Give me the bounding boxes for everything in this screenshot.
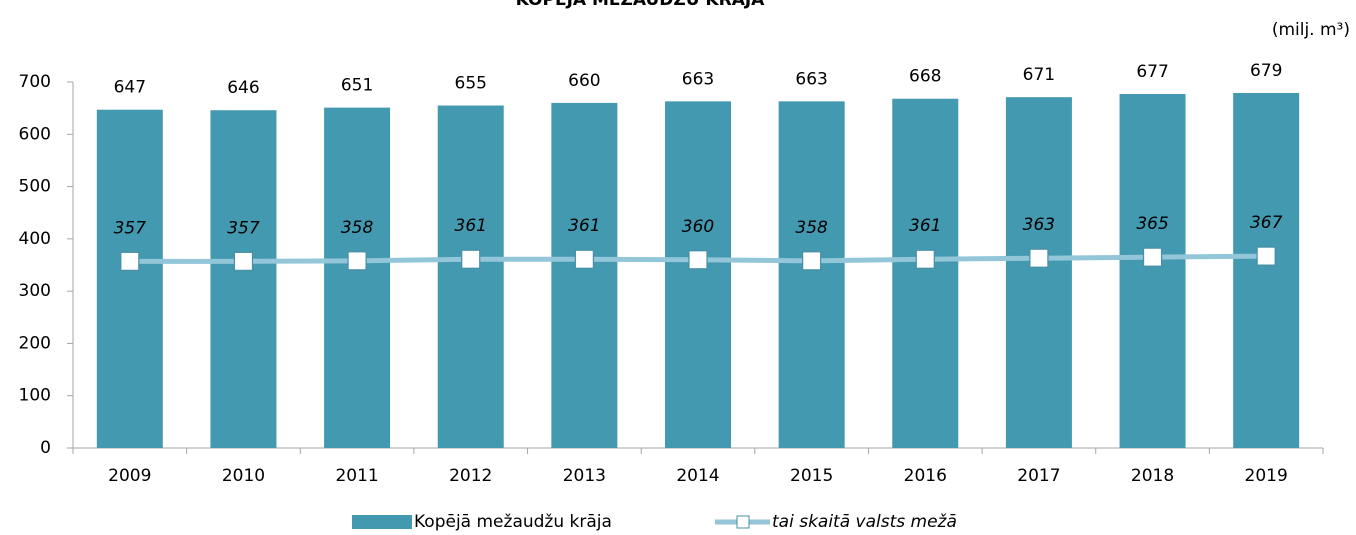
bar — [324, 107, 391, 449]
bar-value-label: 663 — [682, 69, 714, 89]
legend-marker — [736, 515, 750, 529]
x-tick-label: 2010 — [222, 466, 265, 486]
bar — [1005, 97, 1072, 449]
x-tick-label: 2017 — [1017, 466, 1060, 486]
x-tick-label: 2014 — [676, 466, 719, 486]
line-marker — [1029, 248, 1049, 268]
line-marker — [233, 251, 254, 271]
x-tick-label: 2018 — [1131, 466, 1174, 486]
legend-label: Kopējā mežaudžu krāja — [414, 512, 612, 532]
line-value-label: 361 — [455, 216, 487, 236]
line-value-label: 358 — [341, 218, 374, 238]
y-tick-label: 500 — [19, 177, 51, 197]
x-tick-label: 2016 — [904, 466, 947, 486]
line-value-label: 361 — [909, 216, 941, 236]
line-marker — [461, 249, 481, 269]
bar-value-label: 646 — [227, 78, 259, 98]
bar-value-label: 651 — [341, 76, 373, 96]
bar-value-label: 663 — [795, 69, 827, 89]
line-value-label: 365 — [1136, 214, 1168, 234]
y-tick-label: 100 — [19, 386, 51, 406]
line-value-label: 357 — [114, 218, 147, 238]
line-marker — [347, 251, 367, 271]
bar — [437, 105, 504, 449]
bar — [96, 109, 163, 448]
line-marker — [120, 251, 140, 271]
x-tick-label: 2015 — [790, 466, 833, 486]
x-tick-label: 2012 — [449, 466, 492, 486]
legend-label: tai skaitā valsts mežā — [772, 512, 957, 532]
bar-value-label: 647 — [114, 78, 146, 98]
bar-value-label: 660 — [568, 71, 600, 91]
line-value-label: 360 — [682, 217, 714, 237]
line-marker — [688, 250, 708, 270]
bar — [1119, 94, 1186, 449]
y-tick-label: 400 — [19, 229, 51, 249]
line-value-label: 358 — [795, 218, 828, 238]
line-value-label: 361 — [568, 216, 600, 236]
bar — [778, 101, 845, 449]
bar — [892, 98, 959, 448]
bar-value-label: 679 — [1250, 61, 1282, 81]
x-tick-label: 2013 — [563, 466, 606, 486]
unit-label: (milj. m³) — [1272, 20, 1350, 40]
bar-value-label: 655 — [455, 74, 487, 94]
chart-title: KOPĒJĀ MEŽAUDŽU KRĀJA — [516, 0, 766, 10]
x-tick-label: 2019 — [1245, 466, 1288, 486]
bar-value-label: 671 — [1023, 65, 1055, 85]
y-tick-label: 300 — [19, 281, 51, 301]
line-value-label: 357 — [227, 218, 260, 238]
y-tick-label: 0 — [40, 438, 51, 458]
line-value-label: 367 — [1250, 213, 1283, 233]
y-tick-label: 600 — [19, 124, 51, 144]
line-value-label: 363 — [1023, 215, 1055, 235]
line-marker — [1142, 247, 1163, 267]
y-tick-label: 200 — [19, 333, 51, 353]
bar-value-label: 668 — [909, 67, 941, 87]
line-marker — [915, 249, 935, 269]
x-tick-label: 2009 — [108, 466, 151, 486]
bar — [551, 102, 618, 449]
bar — [1233, 92, 1300, 448]
line-marker — [1256, 246, 1276, 266]
x-tick-label: 2011 — [335, 466, 378, 486]
legend-swatch — [352, 515, 412, 529]
bar-value-label: 677 — [1136, 62, 1168, 82]
bar — [210, 110, 277, 448]
y-tick-label: 700 — [19, 72, 51, 92]
bar — [665, 101, 731, 449]
line-marker — [574, 249, 594, 269]
line-marker — [802, 251, 822, 271]
